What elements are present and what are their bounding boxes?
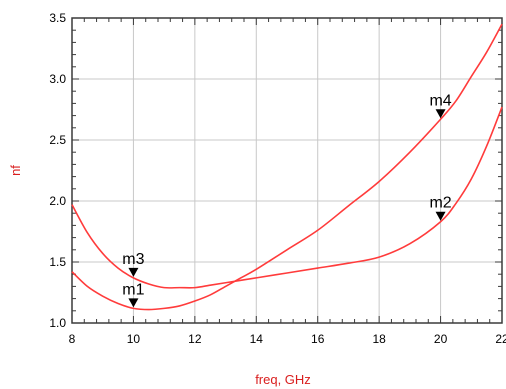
y-tick-label: 1.5 — [49, 255, 66, 269]
y-axis-title: nf — [8, 165, 23, 176]
marker-m2-label: m2 — [429, 195, 451, 212]
marker-m3-label: m3 — [122, 251, 144, 268]
y-tick-label: 3.0 — [49, 72, 66, 86]
y-tick-label: 2.0 — [49, 194, 66, 208]
x-tick-label: 18 — [372, 332, 386, 346]
grid-lines — [72, 18, 502, 323]
marker-m1-label: m1 — [122, 281, 144, 298]
y-tick-label: 3.5 — [49, 11, 66, 25]
series-line-1 — [71, 23, 503, 311]
plot-frame — [71, 17, 503, 324]
x-tick-label: 20 — [434, 332, 448, 346]
x-tick-label: 8 — [69, 332, 76, 346]
x-axis-title: freq, GHz — [255, 372, 311, 387]
x-tick-label: 16 — [311, 332, 325, 346]
plot-frame-group — [71, 17, 503, 324]
x-tick-label: 12 — [188, 332, 202, 346]
marker-m3-triangle — [128, 267, 139, 277]
marker-m1-triangle — [128, 298, 139, 308]
series-line-2 — [71, 106, 503, 289]
axis-ticks — [71, 17, 503, 324]
x-tick-label: 10 — [127, 332, 141, 346]
series-lines — [71, 23, 503, 311]
marker-m4-label: m4 — [429, 92, 451, 109]
marker-m4-triangle — [435, 109, 446, 119]
x-tick-label: 22 — [495, 332, 506, 346]
x-tick-label: 14 — [250, 332, 264, 346]
marker-group: m1 m2 m3 m4 — [122, 92, 452, 308]
marker-m2-triangle — [435, 211, 446, 221]
tick-labels: 8 10 12 14 16 18 20 22 1.0 1.5 2.0 2.5 3.0 3.5 — [49, 11, 506, 346]
y-tick-label: 1.0 — [49, 316, 66, 330]
y-tick-label: 2.5 — [49, 133, 66, 147]
